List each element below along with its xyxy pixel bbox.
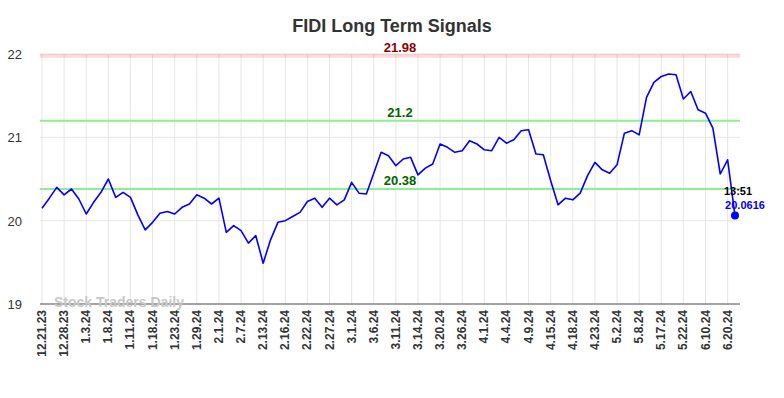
price-line [42, 74, 735, 263]
y-tick-label: 21 [8, 130, 22, 145]
grid-line [42, 54, 43, 304]
last-value: 20.0616 [725, 199, 765, 211]
x-tick-label: 2.1.24 [212, 310, 226, 344]
level-line [40, 188, 740, 190]
level-label: 20.38 [384, 173, 417, 188]
y-tick-label: 22 [8, 47, 22, 62]
x-tick-label: 1.23.24 [168, 310, 182, 350]
grid-line [440, 54, 441, 304]
grid-line [617, 54, 618, 304]
grid-line [174, 54, 175, 304]
x-tick-label: 4.23.24 [588, 310, 602, 350]
x-tick-label: 3.1.24 [345, 310, 359, 344]
x-tick-label: 1.8.24 [101, 310, 115, 344]
grid-line [40, 137, 740, 138]
grid-line [351, 54, 352, 304]
grid-line [196, 54, 197, 304]
level-label: 21.2 [387, 105, 412, 120]
x-tick-label: 4.18.24 [566, 310, 580, 350]
grid-line [86, 54, 87, 304]
grid-line [417, 54, 418, 304]
x-tick-label: 1.18.24 [146, 310, 160, 350]
watermark: Stock Traders Daily [54, 294, 184, 310]
grid-line [528, 54, 529, 304]
x-tick-label: 5.8.24 [632, 310, 646, 344]
x-tick-label: 3.20.24 [433, 310, 447, 350]
grid-line [639, 54, 640, 304]
grid-line [130, 54, 131, 304]
grid-line [241, 54, 242, 304]
x-tick-label: 5.17.24 [654, 310, 668, 350]
level-label: 21.98 [384, 40, 417, 55]
grid-line [329, 54, 330, 304]
x-tick-label: 4.15.24 [544, 310, 558, 350]
x-tick-label: 1.11.24 [123, 310, 137, 350]
x-tick-label: 6.10.24 [699, 310, 713, 350]
x-tick-label: 2.16.24 [278, 310, 292, 350]
x-tick-label: 1.3.24 [79, 310, 93, 344]
grid-line [484, 54, 485, 304]
x-tick-label: 6.20.24 [721, 310, 735, 350]
grid-line [373, 54, 374, 304]
x-tick-label: 5.22.24 [676, 310, 690, 350]
last-point [731, 212, 739, 220]
grid-line [307, 54, 308, 304]
grid-line [285, 54, 286, 304]
x-tick-label: 4.9.24 [522, 310, 536, 344]
grid-line [218, 54, 219, 304]
last-time: 13:51 [724, 185, 752, 197]
x-tick-label: 3.26.24 [455, 310, 469, 350]
plot-area [40, 56, 740, 264]
x-tick-label: 12.28.23 [57, 310, 71, 357]
grid-line [462, 54, 463, 304]
title: FIDI Long Term Signals [292, 16, 492, 36]
grid-line [594, 54, 595, 304]
grid-line [683, 54, 684, 304]
level-line [40, 120, 740, 122]
grid-line [727, 54, 728, 304]
chart: FIDI Long Term Signals 19 20 21 22 12.21.23 12… [0, 0, 784, 398]
grid-line [661, 54, 662, 304]
grid-line [64, 54, 65, 304]
x-tick-label: 2.13.24 [256, 310, 270, 350]
x-tick-label: 5.2.24 [610, 310, 624, 344]
x-tick-label: 2.27.24 [323, 310, 337, 350]
grid-line [152, 54, 153, 304]
grid-line [705, 54, 706, 304]
grid-line [40, 220, 740, 221]
grid-line [572, 54, 573, 304]
x-tick-label: 1.29.24 [190, 310, 204, 350]
x-tick-label: 4.4.24 [499, 310, 513, 344]
y-tick-label: 19 [8, 297, 22, 312]
y-tick-label: 20 [8, 214, 22, 229]
grid-line [263, 54, 264, 304]
x-tick-label: 3.11.24 [389, 310, 403, 350]
x-tick-label: 12.21.23 [35, 310, 49, 357]
x-tick-label: 3.14.24 [411, 310, 425, 350]
x-tick-label: 2.22.24 [300, 310, 314, 350]
grid-line [506, 54, 507, 304]
x-tick-label: 2.7.24 [234, 310, 248, 344]
x-tick-label: 4.1.24 [477, 310, 491, 344]
x-tick-label: 3.6.24 [367, 310, 381, 344]
